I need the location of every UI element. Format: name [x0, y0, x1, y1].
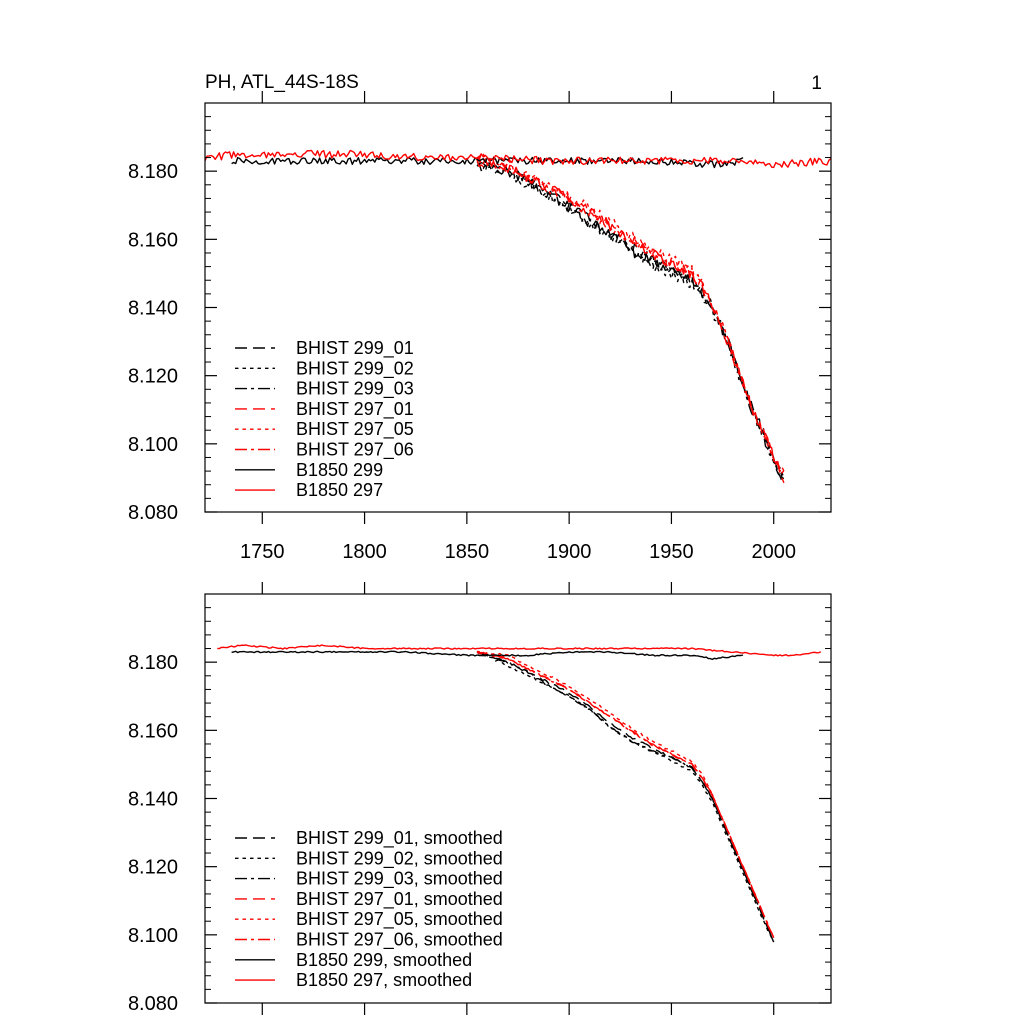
- y-tick-label: 8.120: [128, 857, 178, 879]
- legend-label: B1850 299: [296, 460, 383, 480]
- chart-top-panel: PH, ATL_44S-18S 8.080 8.100 8.120 8.140 8.160…: [128, 72, 832, 563]
- legend-label: BHIST 299_03, smoothed: [296, 869, 503, 890]
- legend-label: BHIST 297_01, smoothed: [296, 889, 503, 910]
- y-tick-label: 8.180: [128, 652, 178, 674]
- y-tick-label: 8.080: [128, 993, 178, 1015]
- legend-label: BHIST 297_06: [296, 440, 414, 461]
- legend-label: BHIST 297_01: [296, 399, 414, 420]
- series-group: [205, 149, 831, 484]
- page-number: 1: [811, 73, 822, 94]
- x-tick-label: 1850: [445, 541, 490, 563]
- y-tick-label: 8.100: [128, 434, 178, 456]
- x-tick-label: 1800: [342, 541, 387, 563]
- series-line-bhist-297-01: [476, 155, 785, 484]
- series-line-bhist-299-02: [476, 162, 785, 479]
- legend-label: BHIST 297_06, smoothed: [296, 930, 503, 951]
- chart-title: PH, ATL_44S-18S: [205, 72, 359, 93]
- series-line-bhist-299-01: [476, 162, 785, 482]
- series-line-b1850-299-smoothed: [231, 650, 744, 661]
- legend-label: BHIST 299_02: [296, 358, 414, 379]
- series-line-bhist-299-01-smoothed: [476, 651, 775, 943]
- series-line-bhist-297-05-smoothed: [476, 651, 775, 939]
- legend-label: B1850 299, smoothed: [296, 950, 472, 970]
- y-tick-label: 8.080: [128, 502, 178, 524]
- y-tick-label: 8.160: [128, 229, 178, 251]
- series-line-bhist-299-03: [476, 161, 785, 480]
- x-tick-label: 1950: [649, 541, 694, 563]
- series-line-bhist-299-03-smoothed: [476, 651, 775, 943]
- x-tick-label: 1900: [547, 541, 592, 563]
- legend-label: BHIST 299_02, smoothed: [296, 848, 503, 869]
- series-line-b1850-297-smoothed: [217, 644, 822, 657]
- y-tick-label: 8.180: [128, 161, 178, 183]
- series-line-bhist-297-06: [476, 158, 785, 473]
- series-line-bhist-297-01-smoothed: [477, 650, 775, 938]
- x-tick-label: 2000: [751, 541, 796, 563]
- legend-label: BHIST 299_01, smoothed: [296, 828, 503, 849]
- series-line-bhist-297-06-smoothed: [476, 651, 775, 939]
- y-tick-label: 8.140: [128, 789, 178, 811]
- chart-bottom-panel: 8.080 8.100 8.120 8.140 8.160 8.180 BHIST 299_…: [128, 582, 832, 1015]
- legend-label: B1850 297, smoothed: [296, 970, 472, 990]
- legend-label: BHIST 299_01: [296, 338, 414, 359]
- y-tick-label: 8.160: [128, 720, 178, 742]
- legend-label: B1850 297: [296, 480, 383, 500]
- legend-label: BHIST 297_05, smoothed: [296, 909, 503, 930]
- legend-label: BHIST 299_03: [296, 379, 414, 400]
- x-tick-label: 1750: [240, 541, 285, 563]
- y-tick-label: 8.100: [128, 925, 178, 947]
- series-line-b1850-297: [205, 149, 831, 169]
- legend-label: BHIST 297_05: [296, 419, 414, 440]
- series-group: [217, 644, 822, 943]
- y-tick-label: 8.140: [128, 298, 178, 320]
- y-tick-label: 8.120: [128, 366, 178, 388]
- series-line-bhist-297-05: [476, 152, 785, 474]
- series-line-bhist-299-02-smoothed: [476, 650, 775, 943]
